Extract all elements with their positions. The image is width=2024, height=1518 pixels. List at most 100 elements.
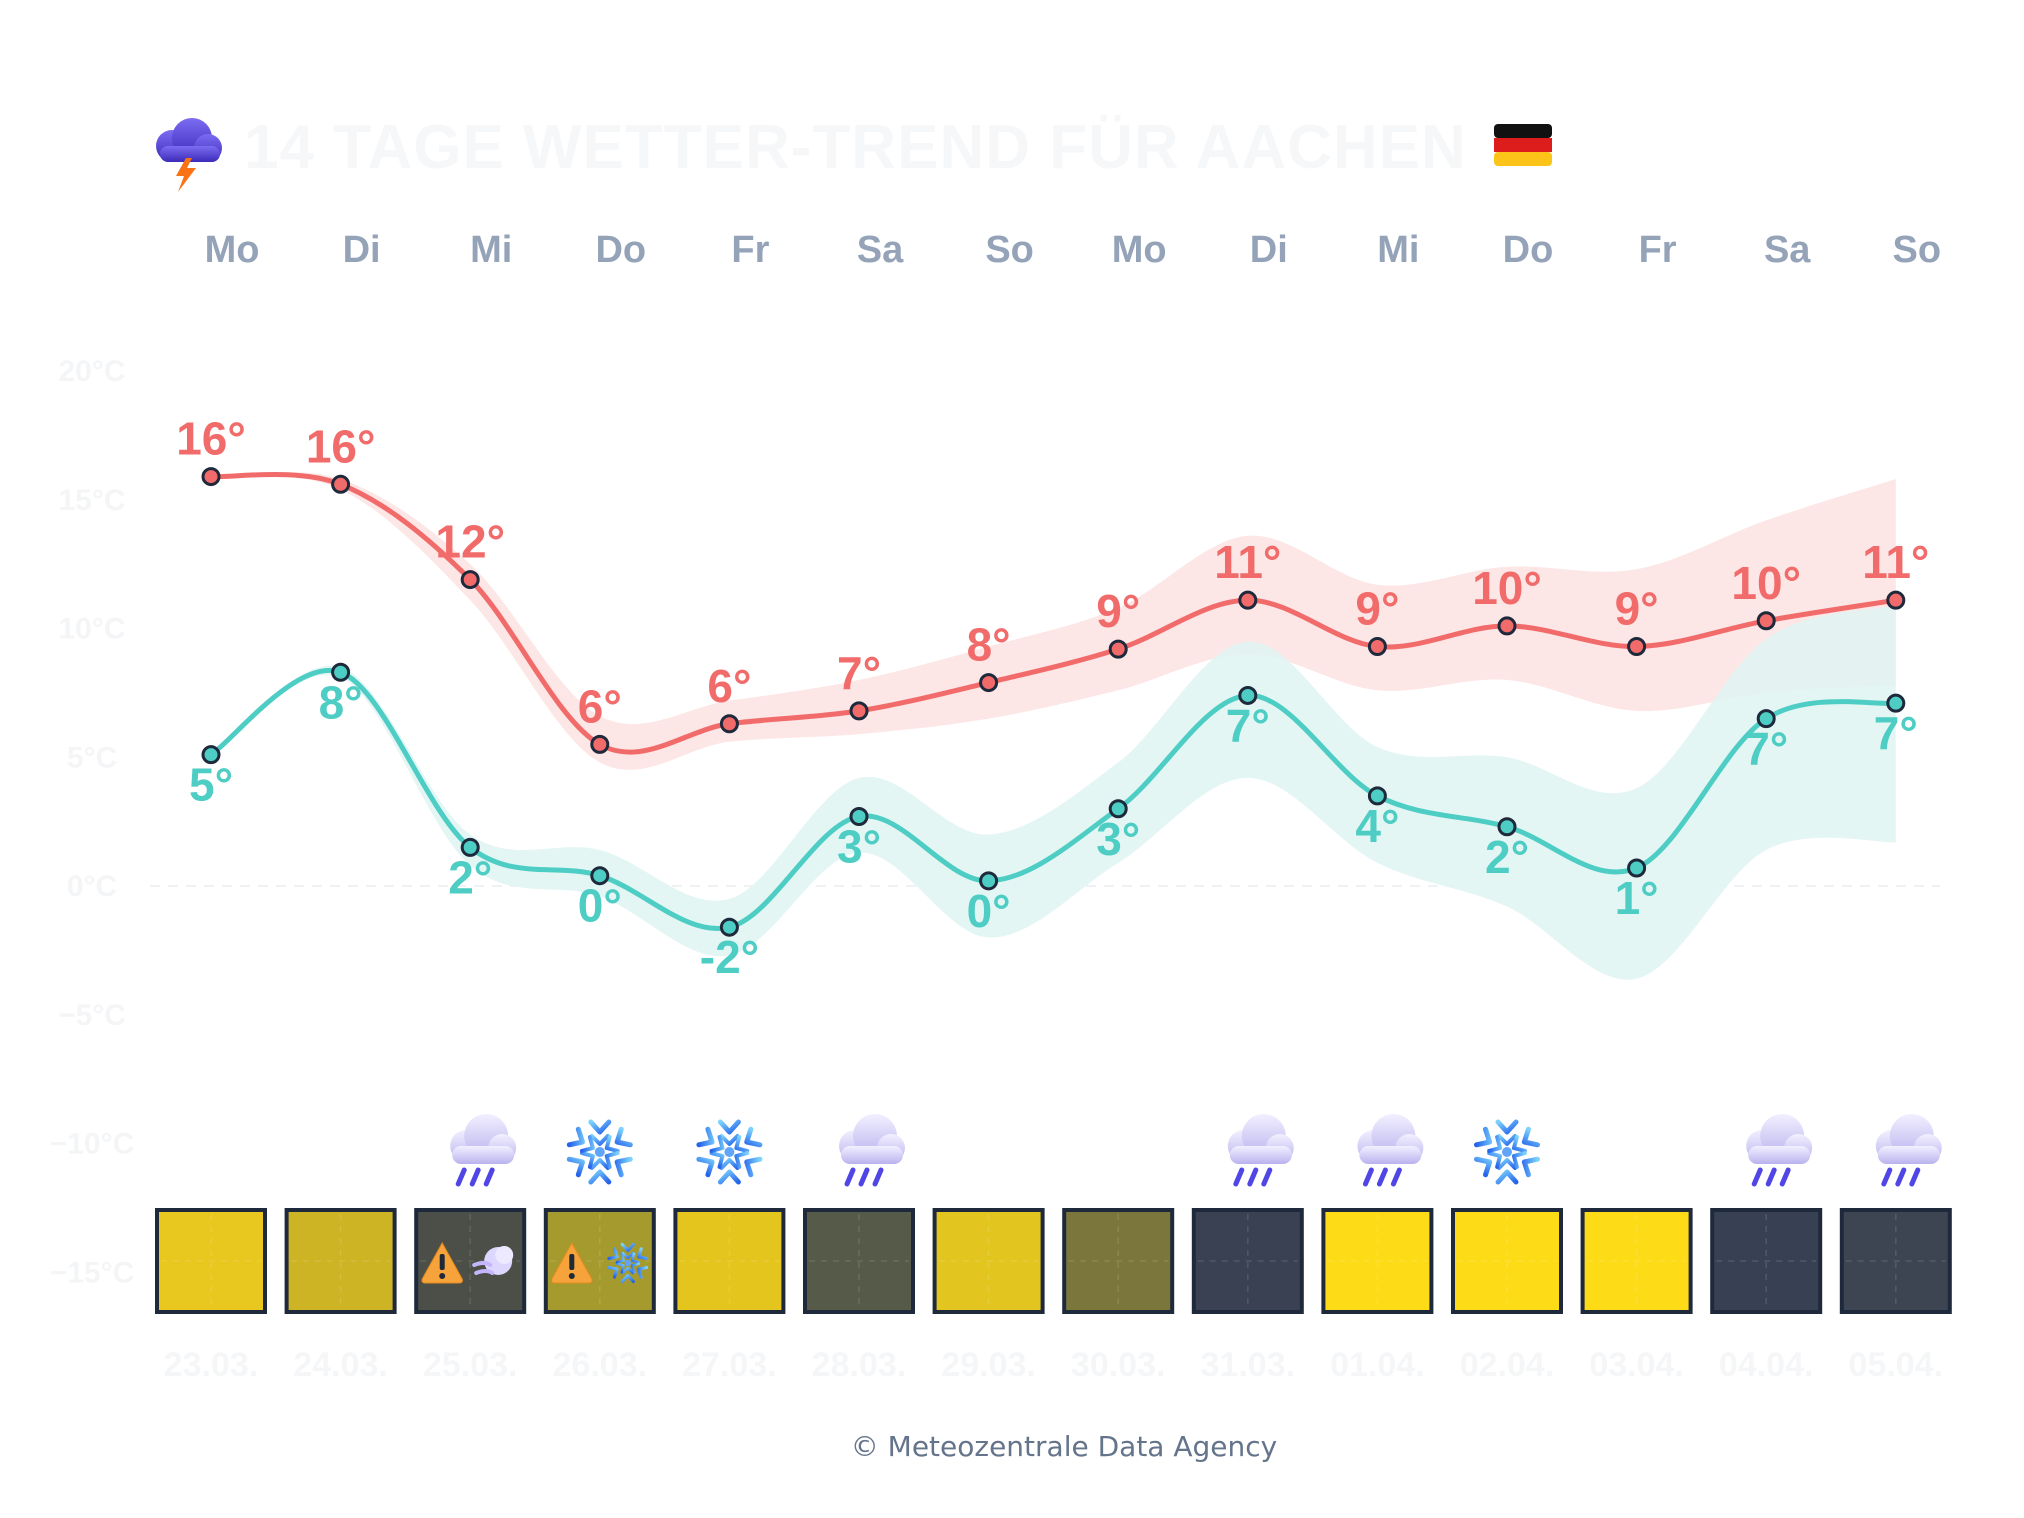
day-box-fill [155,1208,267,1314]
max-point-12 [1756,611,1776,631]
day-box-fill [673,1208,786,1314]
date-label-1: 24.03. [293,1346,388,1384]
day-labels: Mo Di Mi Do Fr Sa So Mo Di Mi Do Fr Sa So [205,229,1942,271]
y-tick-7: −15°C [50,1256,135,1289]
min-point-5 [849,806,869,826]
day-box-12 [1710,1208,1823,1314]
max-label-3: 6° [578,680,622,732]
day-label-8: Di [1250,229,1288,271]
min-label-8: 7° [1226,699,1270,751]
max-label-8: 11° [1214,536,1281,588]
snowflake-icon [1474,1117,1540,1187]
date-label-10: 02.04. [1460,1346,1555,1384]
min-label-13: 7° [1874,707,1918,759]
y-tick-3: 5°C [67,741,117,774]
max-point-8 [1238,590,1258,610]
min-point-11 [1627,858,1647,878]
day-box-0 [155,1208,267,1314]
warning-icon [551,1241,593,1284]
date-label-4: 27.03. [682,1346,777,1384]
y-axis: 20°C 15°C 10°C 5°C 0°C −5°C −10°C −15°C [50,355,135,1289]
min-label-3: 0° [578,880,622,932]
max-label-10: 10° [1472,562,1542,614]
day-label-3: Do [595,229,646,271]
day-box-fill [1451,1208,1563,1314]
y-tick-6: −10°C [50,1128,135,1161]
date-label-2: 25.03. [423,1346,518,1384]
rain-cloud-icon [450,1114,517,1187]
max-label-11: 9° [1615,583,1659,635]
day-box-13 [1839,1208,1952,1314]
series-points [201,467,1906,937]
rain-cloud-icon [839,1114,905,1187]
y-tick-0: 20°C [58,355,125,388]
min-label-6: 0° [967,885,1011,937]
weather-icons [450,1114,1942,1187]
min-point-10 [1497,817,1517,837]
max-label-5: 7° [837,647,881,699]
day-box-fill [1710,1208,1823,1314]
day-label-5: Sa [857,229,904,271]
y-tick-4: 0°C [67,870,117,903]
min-label-12: 7° [1744,723,1788,775]
min-point-1 [331,662,351,682]
rain-cloud-icon [1746,1114,1813,1187]
min-label-4: -2° [700,931,759,983]
min-label-1: 8° [319,676,363,728]
min-point-3 [590,866,610,886]
date-label-7: 30.03. [1071,1346,1166,1384]
day-label-1: Di [343,229,381,271]
data-labels: 16° 16° 12° 6° 6° 7° 8° 9° 11° 9° 10° 9° 10° 11° 5° 8° 2… [176,413,1929,984]
min-label-0: 5° [189,759,233,811]
day-box-fill [803,1208,915,1314]
min-range-band [211,605,1896,980]
max-label-7: 9° [1096,585,1140,637]
day-box-fill [1191,1208,1304,1314]
min-label-9: 4° [1355,800,1399,852]
day-label-10: Do [1503,229,1554,271]
date-label-6: 29.03. [941,1346,1036,1384]
max-temperature-line [208,471,1899,755]
day-box-9 [1321,1208,1434,1314]
date-labels: 23.03. 24.03. 25.03. 26.03. 27.03. 28.03. 29.0… [164,1346,1943,1384]
day-box-8 [1191,1208,1304,1314]
day-boxes [155,1208,1952,1314]
min-point-4 [719,917,739,937]
day-label-6: So [985,229,1034,271]
germany-flag-icon [1494,124,1552,166]
day-box-1 [284,1208,397,1314]
min-point-7 [1108,799,1128,819]
max-label-0: 16° [176,413,246,465]
day-box-6 [932,1208,1045,1314]
rain-cloud-icon [1875,1114,1942,1187]
chart-title: 14 TAGE WETTER-TREND FÜR AACHEN [244,113,1467,182]
max-point-13 [1886,590,1906,610]
date-label-0: 23.03. [164,1346,259,1384]
max-point-3 [590,734,610,754]
y-tick-2: 10°C [58,613,125,646]
y-tick-1: 15°C [58,484,125,517]
max-point-10 [1497,616,1517,636]
max-point-7 [1108,639,1128,659]
min-label-10: 2° [1485,831,1529,883]
min-label-2: 2° [448,851,492,903]
min-point-0 [201,745,221,765]
rain-cloud-icon [1227,1114,1294,1187]
day-box-fill [284,1208,397,1314]
max-label-1: 16° [306,420,376,472]
max-point-5 [849,701,869,721]
day-label-0: Mo [205,229,260,271]
rain-cloud-icon [1357,1114,1424,1187]
copyright: © Meteozentrale Data Agency [851,1430,1277,1463]
day-box-fill [1580,1208,1693,1314]
min-point-13 [1886,693,1906,713]
day-box-3 [543,1208,656,1314]
min-label-7: 3° [1096,813,1140,865]
max-point-9 [1367,637,1387,657]
date-label-8: 31.03. [1201,1346,1296,1384]
max-label-2: 12° [435,516,505,568]
max-point-6 [979,673,999,693]
max-label-12: 10° [1731,557,1801,609]
